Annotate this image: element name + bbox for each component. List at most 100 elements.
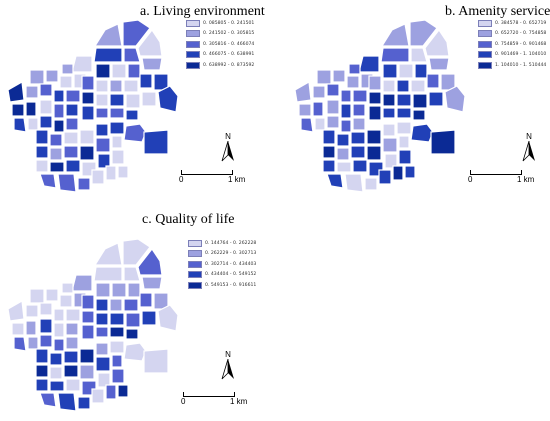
district-polygon [352,117,366,131]
district-polygon [79,348,95,364]
district-polygon [143,129,169,155]
district-polygon [95,107,109,119]
district-polygon [127,63,141,79]
north-arrow: N [218,350,238,386]
legend-swatch [188,271,202,278]
district-polygon [49,147,63,161]
district-polygon [340,119,352,133]
district-polygon [61,282,74,294]
district-polygon [97,153,111,169]
district-polygon [336,161,352,173]
district-polygon [13,117,27,133]
legend-swatch [186,30,200,37]
district-polygon [65,336,79,350]
district-polygon [358,55,380,73]
district-polygon [93,242,123,266]
district-polygon [336,133,350,147]
legend-swatch [478,30,492,37]
district-polygon [122,19,151,47]
district-polygon [298,103,312,117]
district-polygon [93,47,123,63]
scale-line [181,170,233,175]
district-polygon [414,63,428,79]
scale-bar: 0 1 km [181,392,247,412]
district-polygon [111,135,123,149]
district-polygon [95,356,111,372]
district-polygon [322,159,336,173]
legend-label: 0. 144764 - 0. 262228 [205,240,257,246]
district-polygon [65,322,79,336]
district-polygon [368,75,382,91]
district-polygon [111,368,125,384]
legend-item: 0. 901469 - 1. 104010 [478,50,546,60]
district-polygon [81,91,95,105]
district-polygon [95,123,109,137]
district-polygon [97,372,111,388]
district-polygon [77,177,91,191]
district-polygon [27,336,39,350]
district-polygon [123,123,147,143]
district-polygon [91,388,105,404]
district-polygon [326,83,340,97]
panel-quality-of-life: c. Quality of life 0. 144764 - 0. 262228… [0,211,275,421]
legend-label: 0. 085805 - 0. 241501 [203,20,255,26]
legend-label: 0. 549153 - 0. 916611 [205,282,257,288]
district-polygon [157,85,179,113]
legend-item: 0. 305816 - 0. 466074 [186,39,254,49]
scale-end-label: 1 km [230,397,248,406]
district-polygon [39,83,53,97]
district-polygon [412,109,426,121]
district-polygon [314,117,326,131]
legend-item: 0. 754859 - 0. 901468 [478,39,546,49]
district-polygon [137,247,163,276]
district-polygon [35,378,49,392]
district-polygon [59,294,73,308]
legend-swatch [186,40,200,48]
district-polygon [348,63,361,75]
district-polygon [63,350,79,364]
district-polygon [123,342,147,362]
district-polygon [366,145,382,161]
district-polygon [123,298,139,312]
district-polygon [49,380,65,392]
district-polygon [368,105,382,121]
district-polygon [65,378,81,392]
district-polygon [79,145,95,161]
district-polygon [39,173,57,189]
district-polygon [53,119,65,133]
district-polygon [326,173,344,189]
district-polygon [95,79,109,93]
district-polygon [109,312,125,326]
district-polygon [428,91,444,107]
scale-line [183,392,235,397]
district-polygon [35,348,49,364]
legend-item: 1. 104010 - 1. 510444 [478,60,546,70]
district-polygon [111,282,127,298]
legend-item: 0. 652720 - 0. 754858 [478,29,546,39]
district-polygon [105,165,117,181]
district-polygon [123,79,139,93]
district-polygon [95,93,109,107]
legend-swatch [188,260,202,268]
scale-end-label: 1 km [228,175,246,184]
district-polygon [412,93,428,109]
district-polygon [141,276,163,290]
district-polygon [49,352,63,366]
district-polygon [63,145,79,159]
map-title: b. Amenity service [445,4,550,19]
scale-start-label: 0 [181,397,186,406]
legend-swatch [188,250,202,257]
district-polygon [49,133,63,147]
district-polygon [109,79,123,93]
district-polygon [81,310,95,324]
legend: 0. 384578 - 0. 652719 0. 652720 - 0. 754… [478,18,546,71]
legend-swatch [478,61,492,69]
legend-label: 0. 241502 - 0. 305815 [203,31,255,36]
scale-line [470,170,522,175]
legend-swatch [186,51,200,58]
choropleth-map [7,238,179,412]
district-polygon [95,298,109,312]
district-polygon [326,99,340,115]
district-polygon [45,69,59,83]
district-polygon [65,89,81,103]
